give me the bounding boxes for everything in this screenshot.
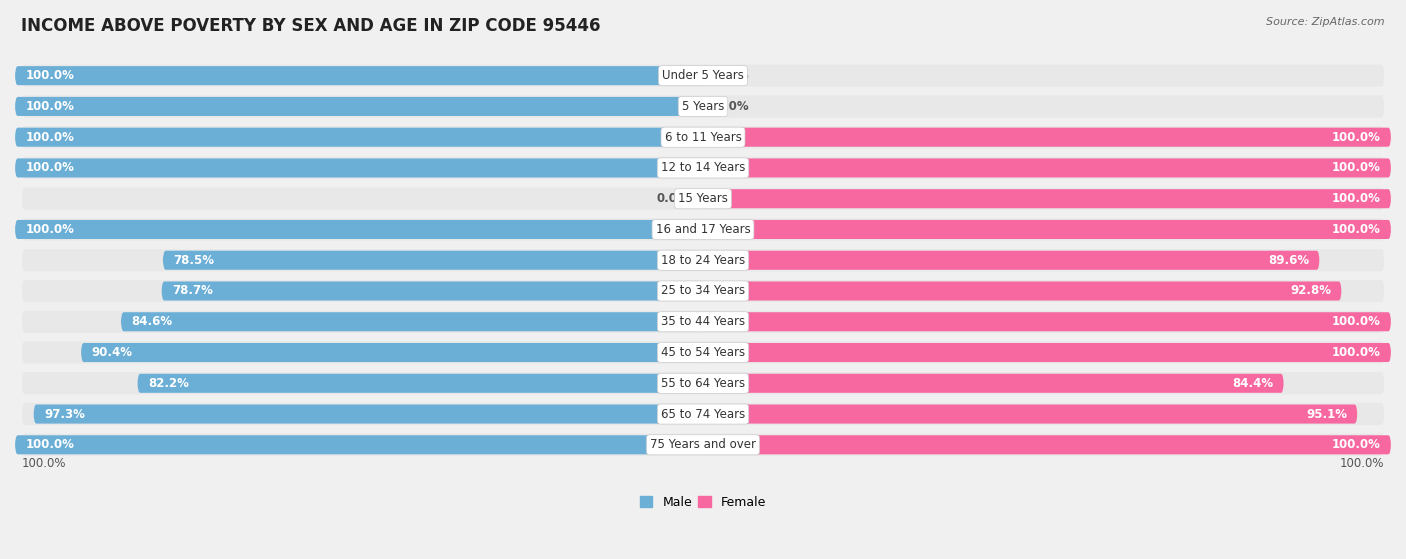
Text: Under 5 Years: Under 5 Years (662, 69, 744, 82)
Text: 100.0%: 100.0% (22, 457, 66, 470)
Text: 97.3%: 97.3% (44, 408, 84, 420)
Text: 25 to 34 Years: 25 to 34 Years (661, 285, 745, 297)
FancyBboxPatch shape (22, 311, 1384, 333)
Text: 84.4%: 84.4% (1232, 377, 1274, 390)
Text: 6 to 11 Years: 6 to 11 Years (665, 131, 741, 144)
FancyBboxPatch shape (22, 65, 1384, 87)
FancyBboxPatch shape (15, 66, 703, 85)
FancyBboxPatch shape (703, 250, 1319, 270)
FancyBboxPatch shape (703, 405, 1357, 424)
Text: 0.0%: 0.0% (717, 100, 749, 113)
FancyBboxPatch shape (22, 96, 1384, 117)
Text: 0.0%: 0.0% (717, 69, 749, 82)
FancyBboxPatch shape (22, 188, 1384, 210)
FancyBboxPatch shape (82, 343, 703, 362)
Text: 100.0%: 100.0% (1331, 162, 1381, 174)
Text: 95.1%: 95.1% (1306, 408, 1347, 420)
Text: 78.7%: 78.7% (172, 285, 212, 297)
FancyBboxPatch shape (703, 158, 1391, 178)
FancyBboxPatch shape (703, 127, 1391, 146)
Text: 18 to 24 Years: 18 to 24 Years (661, 254, 745, 267)
Text: 84.6%: 84.6% (131, 315, 173, 328)
FancyBboxPatch shape (703, 189, 1391, 209)
FancyBboxPatch shape (22, 249, 1384, 271)
FancyBboxPatch shape (22, 372, 1384, 394)
Text: 12 to 14 Years: 12 to 14 Years (661, 162, 745, 174)
Text: 15 Years: 15 Years (678, 192, 728, 205)
Text: 100.0%: 100.0% (25, 69, 75, 82)
Text: 89.6%: 89.6% (1268, 254, 1309, 267)
FancyBboxPatch shape (703, 312, 1391, 331)
FancyBboxPatch shape (703, 343, 1391, 362)
Text: INCOME ABOVE POVERTY BY SEX AND AGE IN ZIP CODE 95446: INCOME ABOVE POVERTY BY SEX AND AGE IN Z… (21, 17, 600, 35)
Text: 55 to 64 Years: 55 to 64 Years (661, 377, 745, 390)
FancyBboxPatch shape (703, 220, 1391, 239)
FancyBboxPatch shape (162, 282, 703, 301)
FancyBboxPatch shape (15, 220, 703, 239)
Text: 90.4%: 90.4% (91, 346, 132, 359)
Text: 16 and 17 Years: 16 and 17 Years (655, 223, 751, 236)
FancyBboxPatch shape (15, 97, 703, 116)
FancyBboxPatch shape (15, 435, 703, 454)
Text: 100.0%: 100.0% (1331, 346, 1381, 359)
FancyBboxPatch shape (703, 435, 1391, 454)
FancyBboxPatch shape (15, 158, 703, 178)
Text: 100.0%: 100.0% (25, 438, 75, 451)
FancyBboxPatch shape (22, 280, 1384, 302)
Text: 0.0%: 0.0% (657, 192, 689, 205)
Text: Source: ZipAtlas.com: Source: ZipAtlas.com (1267, 17, 1385, 27)
Text: 100.0%: 100.0% (1331, 192, 1381, 205)
Text: 100.0%: 100.0% (25, 162, 75, 174)
Text: 92.8%: 92.8% (1291, 285, 1331, 297)
FancyBboxPatch shape (163, 250, 703, 270)
Text: 100.0%: 100.0% (1331, 223, 1381, 236)
Text: 100.0%: 100.0% (1331, 438, 1381, 451)
Legend: Male, Female: Male, Female (636, 491, 770, 514)
FancyBboxPatch shape (15, 127, 703, 146)
Text: 82.2%: 82.2% (148, 377, 188, 390)
FancyBboxPatch shape (22, 157, 1384, 179)
FancyBboxPatch shape (703, 374, 1284, 393)
Text: 100.0%: 100.0% (25, 223, 75, 236)
FancyBboxPatch shape (22, 126, 1384, 148)
FancyBboxPatch shape (22, 434, 1384, 456)
FancyBboxPatch shape (121, 312, 703, 331)
FancyBboxPatch shape (22, 403, 1384, 425)
Text: 75 Years and over: 75 Years and over (650, 438, 756, 451)
Text: 100.0%: 100.0% (1340, 457, 1384, 470)
Text: 100.0%: 100.0% (1331, 315, 1381, 328)
Text: 78.5%: 78.5% (173, 254, 214, 267)
FancyBboxPatch shape (34, 405, 703, 424)
Text: 65 to 74 Years: 65 to 74 Years (661, 408, 745, 420)
FancyBboxPatch shape (22, 342, 1384, 363)
FancyBboxPatch shape (22, 219, 1384, 240)
FancyBboxPatch shape (138, 374, 703, 393)
Text: 100.0%: 100.0% (25, 100, 75, 113)
FancyBboxPatch shape (703, 282, 1341, 301)
Text: 5 Years: 5 Years (682, 100, 724, 113)
Text: 35 to 44 Years: 35 to 44 Years (661, 315, 745, 328)
Text: 45 to 54 Years: 45 to 54 Years (661, 346, 745, 359)
Text: 100.0%: 100.0% (1331, 131, 1381, 144)
Text: 100.0%: 100.0% (25, 131, 75, 144)
